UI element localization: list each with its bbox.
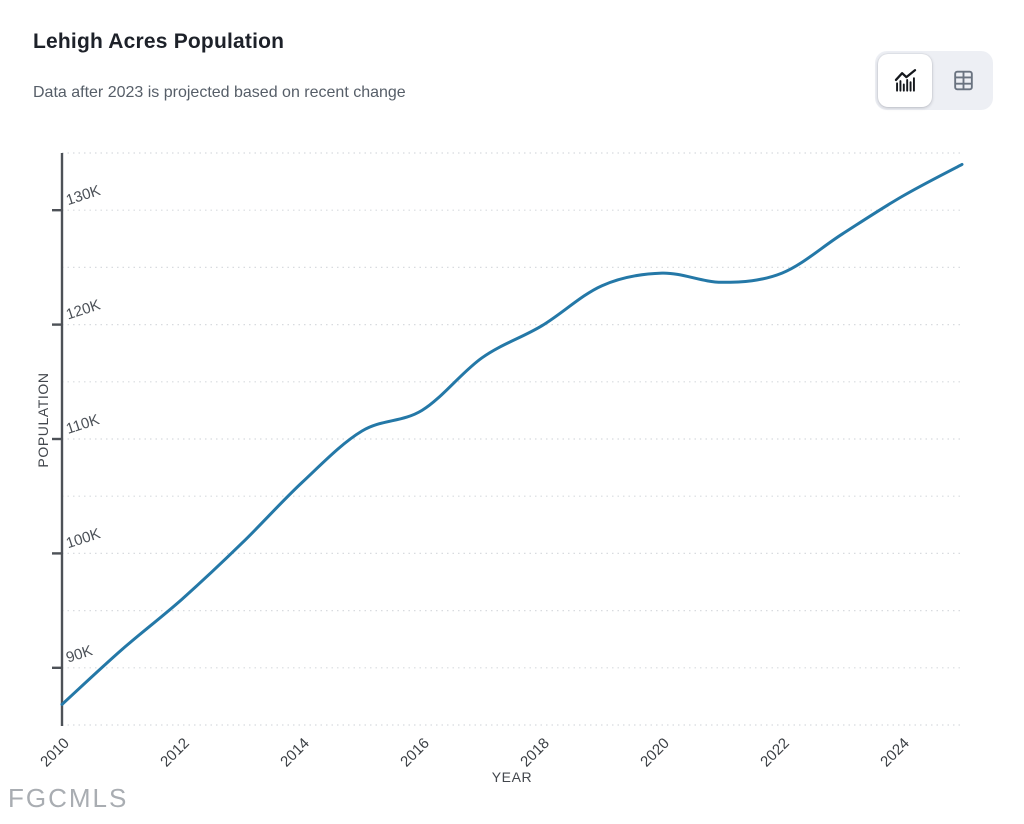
y-tick-label: 90K bbox=[64, 642, 95, 666]
page-title: Lehigh Acres Population bbox=[33, 30, 285, 53]
x-tick-label: 2022 bbox=[757, 735, 793, 771]
line-chart-icon bbox=[892, 67, 919, 94]
x-tick-label: 2014 bbox=[277, 735, 313, 771]
chart-view-button[interactable] bbox=[878, 54, 932, 107]
population-series-line bbox=[60, 162, 964, 706]
y-tick-label: 120K bbox=[64, 296, 103, 323]
x-tick-label: 2024 bbox=[877, 735, 913, 771]
y-axis-title: POPULATION bbox=[35, 372, 51, 468]
x-tick-label: 2012 bbox=[157, 735, 193, 771]
x-tick-label: 2018 bbox=[517, 735, 553, 771]
y-tick-label: 110K bbox=[64, 411, 102, 438]
table-view-button[interactable] bbox=[936, 54, 990, 107]
page-subtitle: Data after 2023 is projected based on re… bbox=[33, 84, 406, 101]
view-toggle-group bbox=[875, 51, 993, 110]
watermark-text: FGCMLS bbox=[8, 783, 129, 813]
y-tick-label: 100K bbox=[64, 525, 103, 552]
x-axis-title: YEAR bbox=[491, 769, 533, 785]
y-tick-label: 130K bbox=[64, 182, 103, 209]
x-tick-label: 2016 bbox=[397, 735, 433, 771]
x-tick-label: 2010 bbox=[37, 735, 73, 771]
table-grid-icon bbox=[951, 68, 976, 93]
x-tick-label: 2020 bbox=[637, 735, 673, 771]
